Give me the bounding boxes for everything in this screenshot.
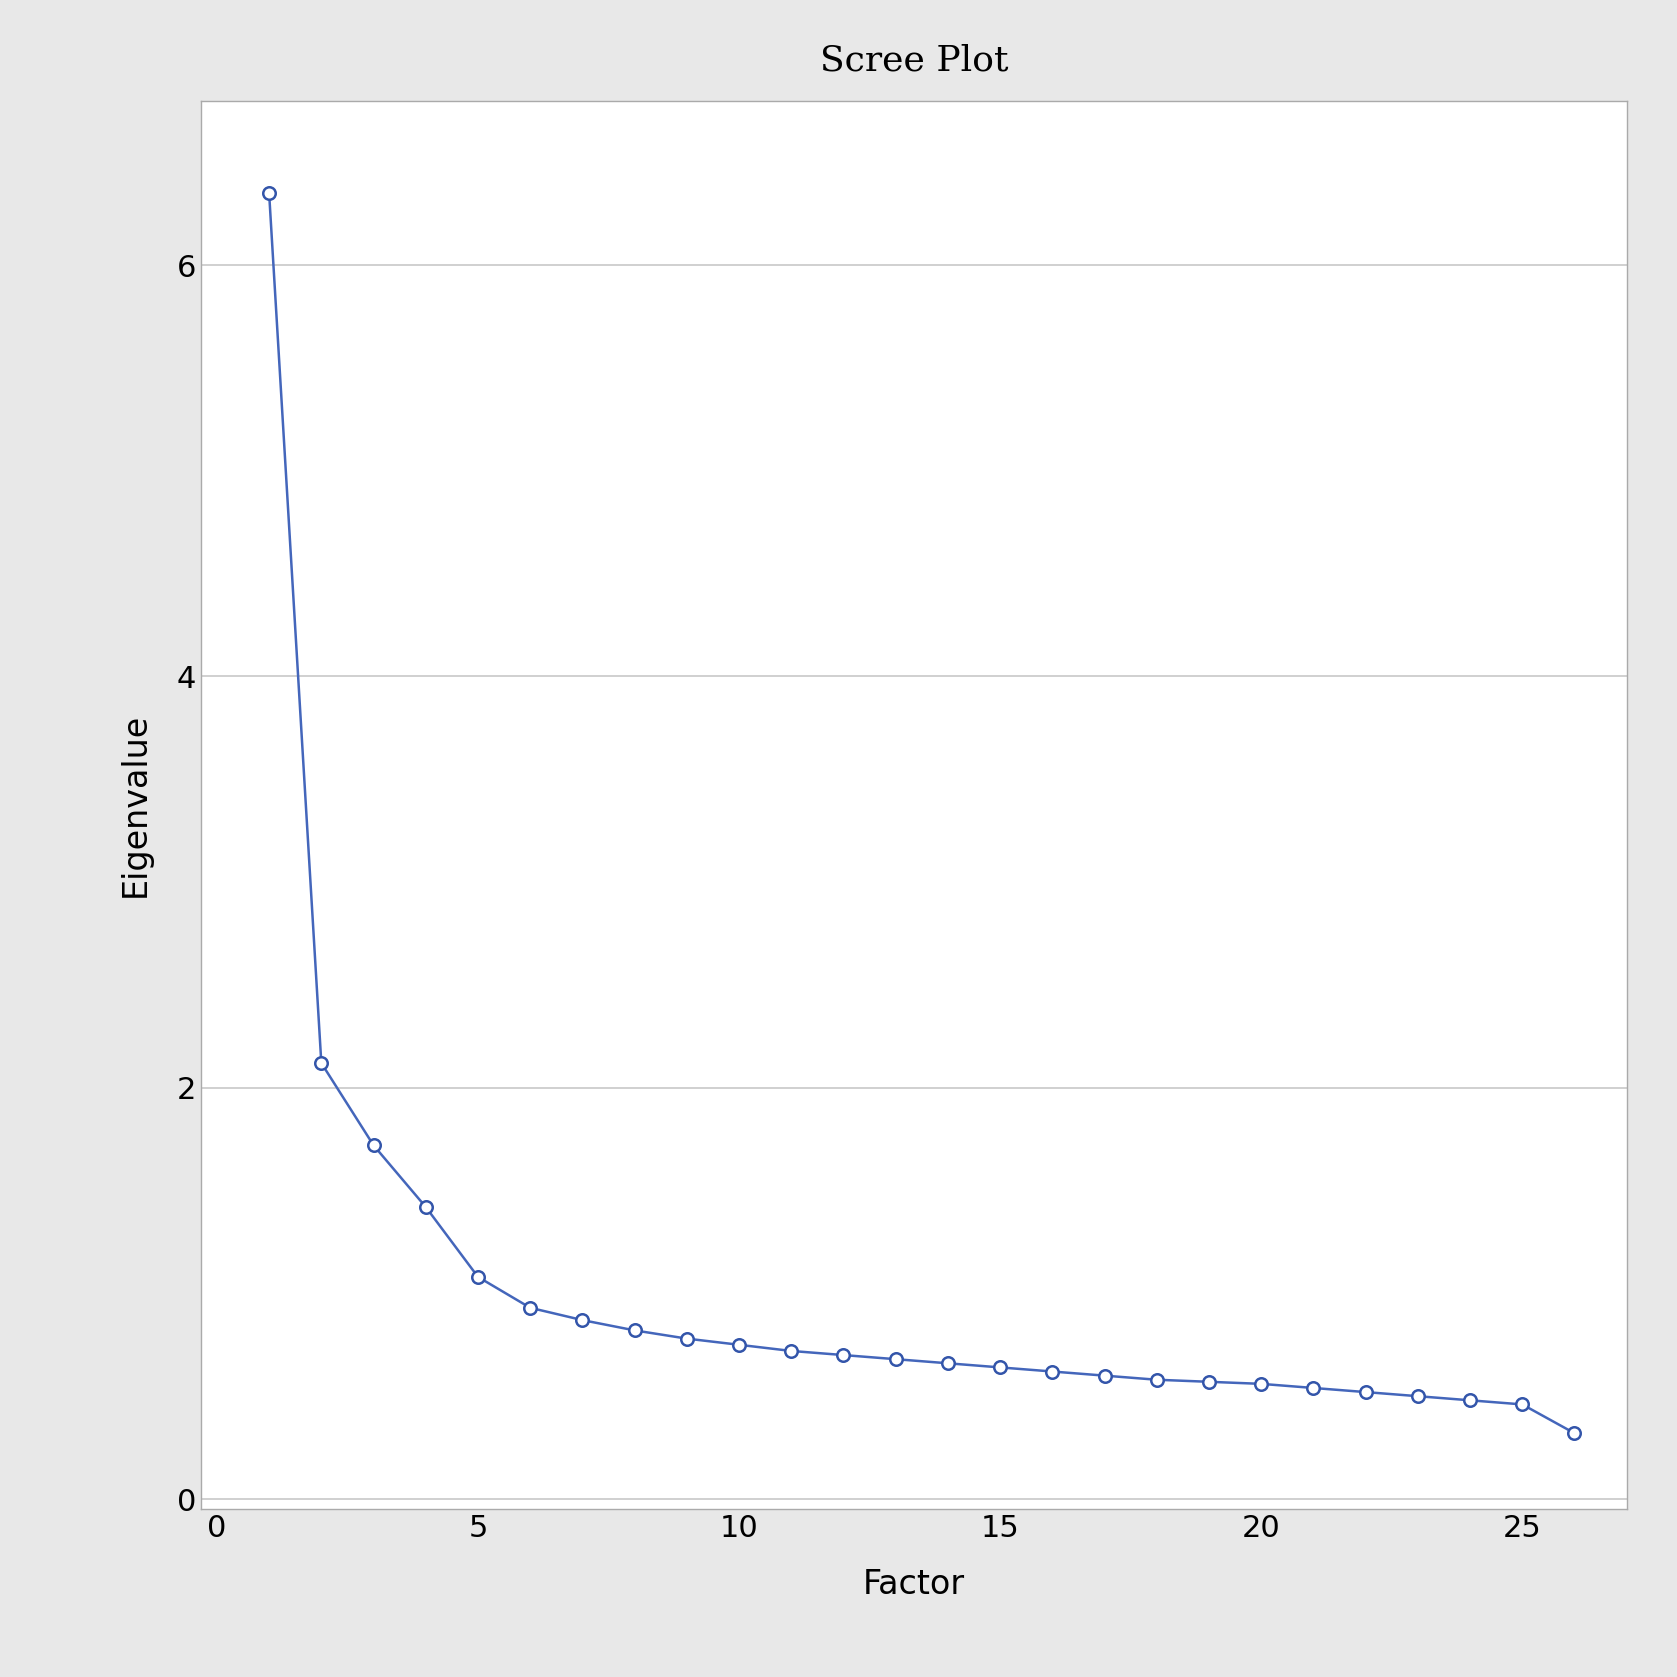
Title: Scree Plot: Scree Plot (820, 44, 1008, 77)
Y-axis label: Eigenvalue: Eigenvalue (119, 713, 153, 897)
X-axis label: Factor: Factor (864, 1568, 964, 1602)
